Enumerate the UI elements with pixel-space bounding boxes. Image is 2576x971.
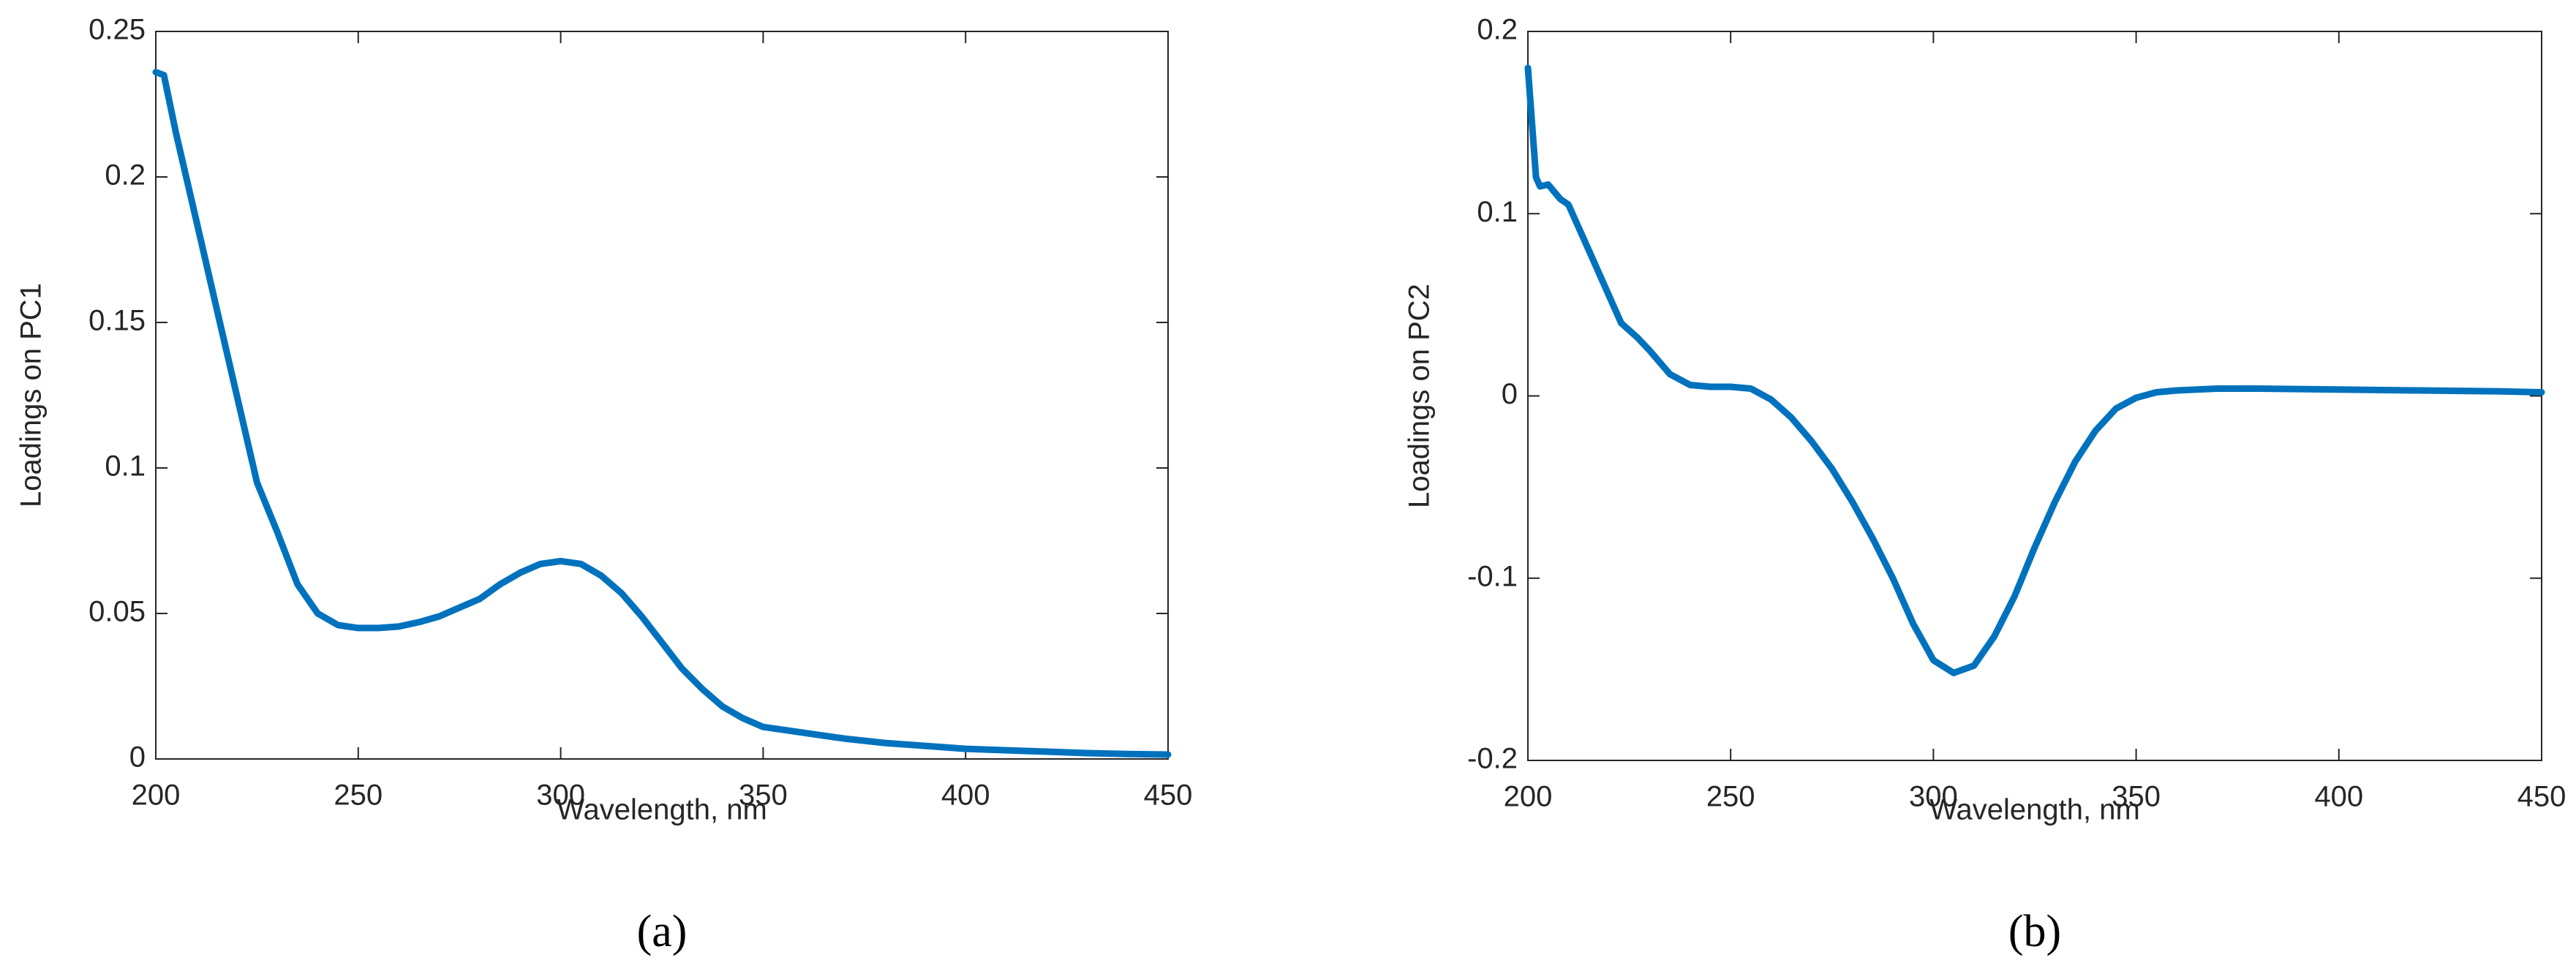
x-axis-label: Wavelength, nm bbox=[1929, 794, 2140, 826]
x-tick-label: 200 bbox=[132, 779, 181, 812]
x-axis-label: Wavelength, nm bbox=[557, 794, 767, 826]
y-axis-label: Loadings on PC1 bbox=[15, 283, 48, 507]
plot-area bbox=[1527, 31, 2542, 761]
x-tick-label: 450 bbox=[2517, 781, 2566, 813]
y-tick-label: 0 bbox=[129, 741, 146, 774]
y-tick-label: -0.2 bbox=[1467, 743, 1518, 775]
y-tick-label: 0.2 bbox=[105, 159, 146, 192]
y-tick-label: 0.15 bbox=[88, 305, 146, 337]
caption: (a) bbox=[637, 907, 688, 956]
y-tick-label: -0.1 bbox=[1467, 560, 1518, 592]
x-tick-label: 350 bbox=[2112, 781, 2161, 813]
x-tick-label: 450 bbox=[1144, 779, 1193, 812]
x-tick-label: 400 bbox=[941, 779, 990, 812]
x-tick-label: 300 bbox=[1909, 781, 1958, 813]
x-tick-label: 350 bbox=[739, 779, 788, 812]
y-axis-label: Loadings on PC2 bbox=[1404, 284, 1436, 508]
plot-area bbox=[155, 31, 1169, 760]
y-tick-label: 0.2 bbox=[1477, 14, 1518, 46]
x-tick-label: 400 bbox=[2314, 781, 2363, 813]
y-tick-label: 0.05 bbox=[88, 596, 146, 628]
y-tick-label: 0.25 bbox=[88, 14, 146, 46]
y-tick-label: 0.1 bbox=[105, 450, 146, 483]
data-line bbox=[152, 69, 1172, 758]
y-tick-label: 0 bbox=[1502, 378, 1518, 410]
data-line bbox=[1524, 64, 2545, 676]
x-tick-label: 250 bbox=[1706, 781, 1755, 813]
x-tick-label: 250 bbox=[334, 779, 383, 812]
y-tick-label: 0.1 bbox=[1477, 196, 1518, 228]
x-tick-label: 200 bbox=[1504, 781, 1553, 813]
caption: (b) bbox=[2008, 907, 2061, 956]
x-tick-label: 300 bbox=[536, 779, 585, 812]
